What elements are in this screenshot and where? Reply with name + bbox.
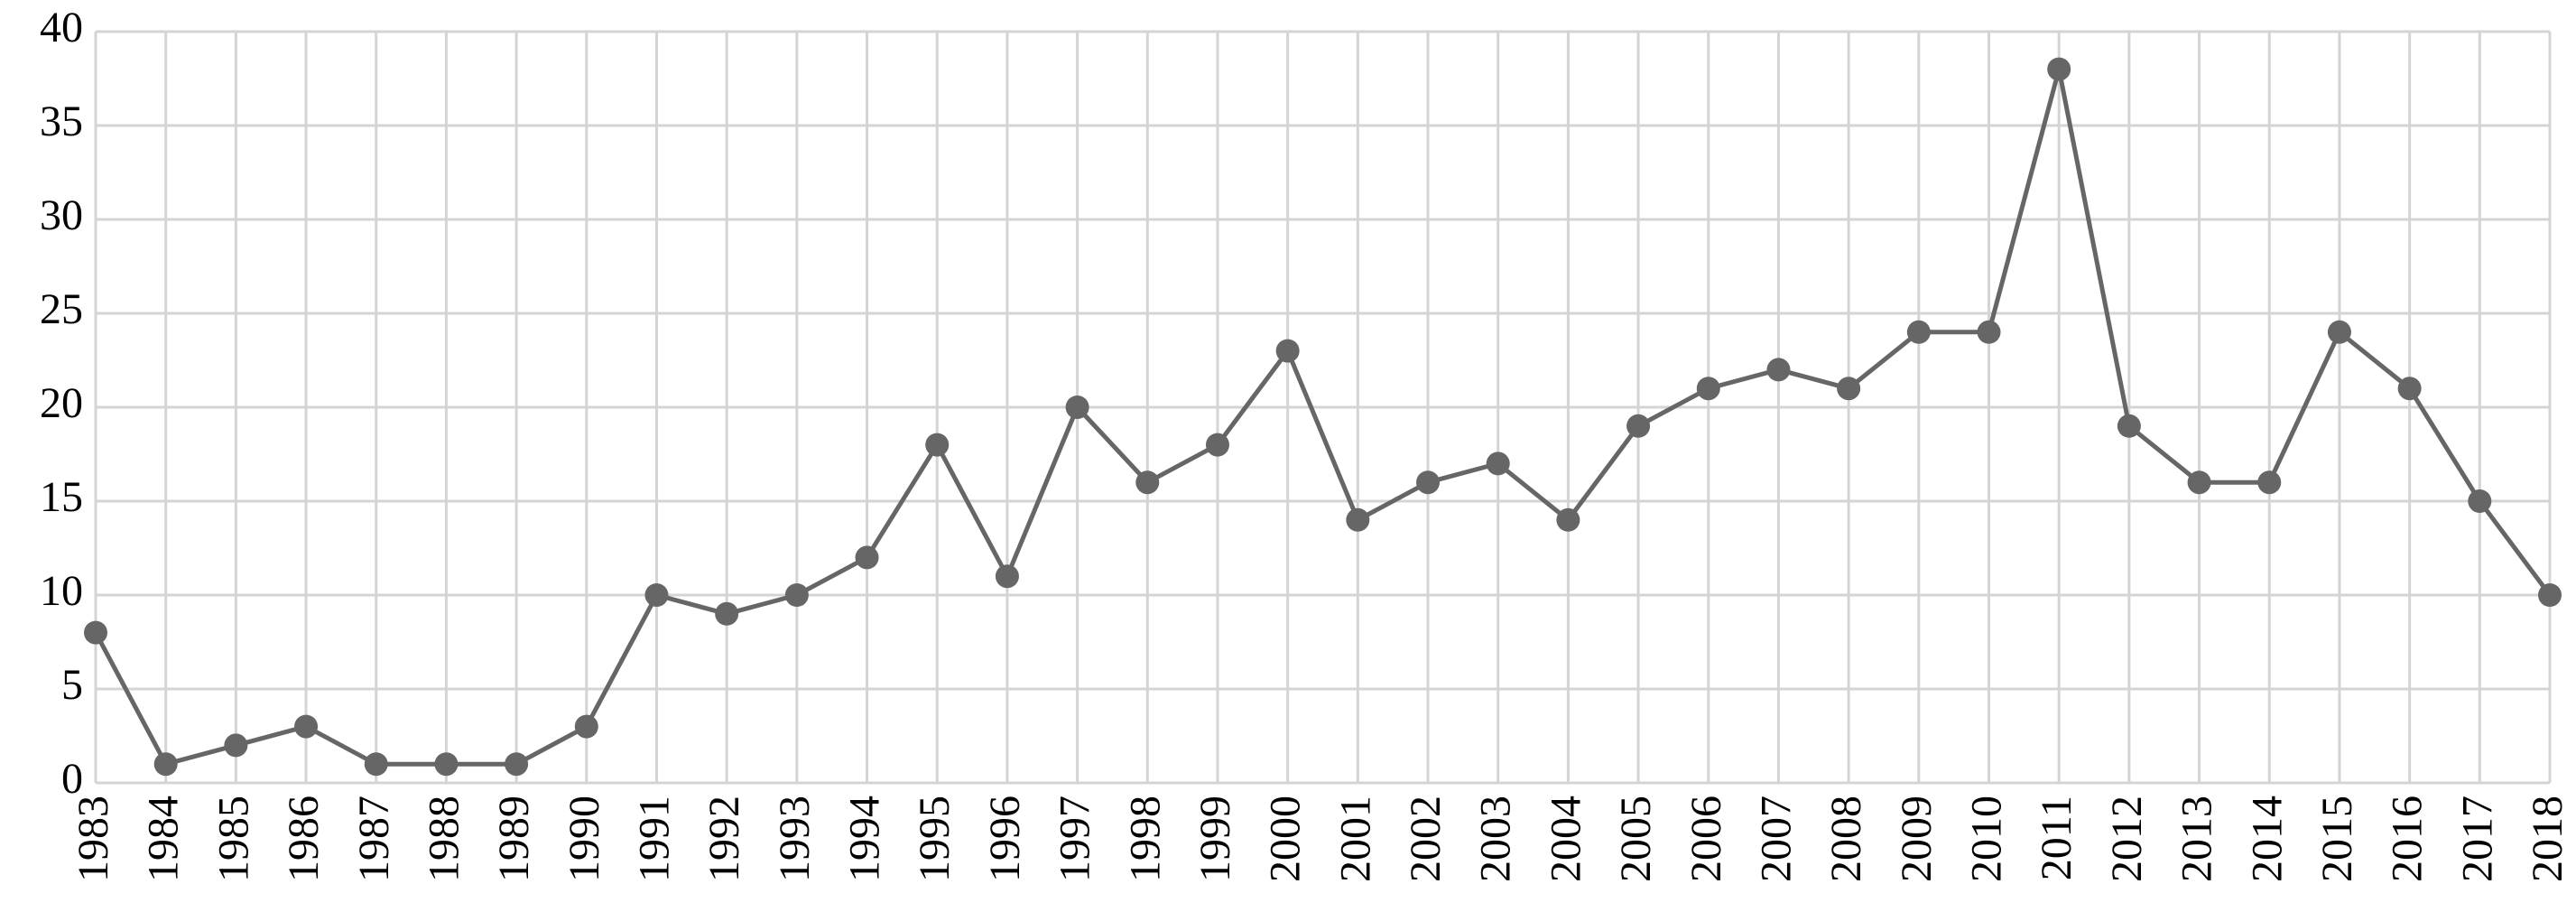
- x-tick-label: 1990: [561, 796, 608, 882]
- x-tick-label: 2011: [2033, 796, 2080, 880]
- marker: [1906, 320, 1931, 344]
- x-tick-label: 2017: [2453, 796, 2501, 882]
- x-tick-label: 1994: [841, 796, 889, 882]
- x-tick-label: 1984: [140, 796, 188, 882]
- marker: [1556, 507, 1580, 532]
- x-tick-label: 2013: [2173, 796, 2221, 882]
- x-tick-label: 2015: [2313, 796, 2361, 882]
- marker: [1346, 507, 1370, 532]
- marker: [644, 583, 669, 607]
- marker: [574, 714, 598, 739]
- x-tick-label: 2004: [1542, 796, 1589, 882]
- x-tick-label: 2001: [1331, 796, 1379, 882]
- x-tick-label: 1985: [209, 796, 257, 882]
- x-tick-label: 2012: [2103, 796, 2151, 882]
- x-tick-label: 2010: [1963, 796, 2011, 882]
- y-tick-label: 40: [40, 4, 83, 51]
- marker: [2538, 583, 2562, 607]
- marker: [1766, 358, 1791, 382]
- x-tick-label: 1997: [1052, 796, 1099, 882]
- y-tick-label: 10: [40, 567, 83, 615]
- marker: [925, 433, 950, 457]
- x-tick-label: 2007: [1752, 796, 1800, 882]
- x-tick-label: 1989: [490, 796, 538, 882]
- marker: [364, 752, 388, 777]
- x-tick-label: 1983: [69, 796, 117, 882]
- line: [93, 67, 2553, 767]
- x-tick-label: 2003: [1472, 796, 1520, 882]
- x-tick-label: 2018: [2524, 796, 2571, 882]
- marker: [2187, 470, 2211, 495]
- marker: [1977, 320, 2001, 344]
- x-tick-label: 2002: [1402, 796, 1450, 882]
- x-tick-label: 1996: [981, 796, 1029, 882]
- x-tick-label: 1991: [631, 796, 679, 882]
- x-tick-label: 2008: [1822, 796, 1870, 882]
- marker: [1275, 339, 1300, 363]
- marker: [224, 733, 248, 758]
- x-tick-label: 1992: [700, 796, 748, 882]
- marker: [1205, 433, 1229, 457]
- marker: [1416, 470, 1441, 495]
- y-tick-label: 30: [40, 191, 83, 239]
- x-tick-label: 1995: [911, 796, 959, 882]
- y-tick-label: 0: [61, 755, 83, 803]
- y-tick-label: 25: [40, 285, 83, 333]
- marker: [1626, 414, 1651, 438]
- marker: [2047, 57, 2071, 81]
- y-tick-label: 35: [40, 98, 83, 145]
- marker: [995, 564, 1019, 589]
- x-tick-label: 2006: [1682, 796, 1730, 882]
- x-tick-label: 1988: [420, 796, 468, 882]
- y-tick-label: 15: [40, 473, 83, 521]
- marker: [153, 752, 178, 777]
- marker: [1696, 377, 1720, 401]
- marker: [2117, 414, 2141, 438]
- x-tick-label: 1987: [350, 796, 398, 882]
- marker: [855, 545, 879, 570]
- x-tick-label: 1999: [1191, 796, 1239, 882]
- x-tick-label: 2016: [2384, 796, 2432, 882]
- y-tick-label: 20: [40, 379, 83, 427]
- x-tick-label: 2000: [1262, 796, 1310, 882]
- x-tick-label: 1986: [280, 796, 328, 882]
- marker: [784, 583, 809, 607]
- marker: [2257, 470, 2282, 495]
- marker: [715, 601, 739, 626]
- marker: [1135, 470, 1160, 495]
- marker: [505, 752, 529, 777]
- y-tick-label: 5: [61, 661, 83, 709]
- x-tick-label: 2005: [1612, 796, 1660, 882]
- x-tick-label: 1998: [1121, 796, 1169, 882]
- x-tick-label: 2009: [1893, 796, 1941, 882]
- x-tick-label: 1993: [771, 796, 819, 882]
- marker: [434, 752, 459, 777]
- marker: [1065, 396, 1089, 419]
- marker: [84, 620, 107, 645]
- marker: [294, 714, 319, 739]
- marker: [2468, 489, 2492, 513]
- marker: [2397, 377, 2422, 401]
- marker: [1486, 451, 1510, 476]
- marker: [1837, 377, 1861, 401]
- marker: [2327, 320, 2351, 344]
- x-tick-label: 2014: [2243, 796, 2291, 882]
